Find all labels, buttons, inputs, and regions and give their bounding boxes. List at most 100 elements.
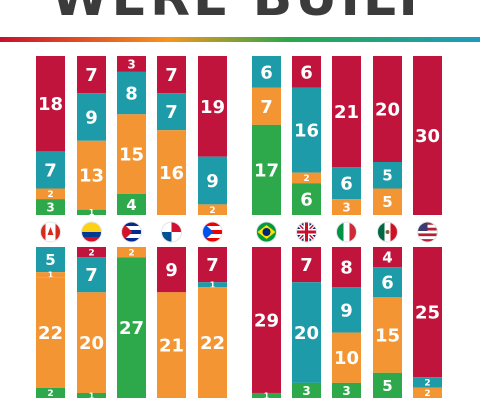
bar-segment [117,257,146,398]
puerto-rico-flag [202,221,223,243]
segment-value-label: 8 [340,258,353,279]
bar-column: 8 9 10 3 [332,247,361,398]
segment-value-label: 29 [254,310,279,331]
segment-value-label: 2 [424,379,430,389]
bar-segment [332,199,361,215]
bar-segment [36,247,65,273]
segment-value-label: 9 [165,260,178,281]
bar-segment [332,247,361,288]
segment-value-label: 16 [159,163,184,184]
segment-value-label: 5 [382,167,392,185]
segment-value-label: 2 [209,206,215,216]
bar-segment [36,277,65,388]
colombia-flag [81,221,102,243]
segment-value-label: 6 [300,62,313,83]
title: WERE BUILT [0,0,480,24]
bar-column: 25 22 [413,247,442,399]
bar-column: 9 21 [157,247,186,398]
segment-value-label: 7 [260,97,273,118]
bar-segment [373,188,402,215]
bar-segment [413,377,442,388]
segment-value-label: 5 [45,251,55,269]
bar-segment [292,87,321,173]
segment-value-label: 20 [375,99,400,120]
segment-value-label: 4 [126,196,136,214]
bar-segment [117,193,146,215]
bar-segment [373,162,402,189]
segment-value-label: 6 [381,273,394,294]
bar-segment [117,56,146,72]
bar-segment [157,93,186,131]
bar-segment [77,209,106,215]
segment-value-label: 9 [206,171,219,192]
segment-value-label: 3 [127,57,135,71]
bar-segment [36,387,65,398]
bar-segment [36,56,65,152]
bar-column: 2 7 20 1 [77,247,106,400]
segment-value-label: 18 [38,94,63,115]
bar-segment [117,114,146,194]
segment-value-label: 5 [382,193,392,211]
segment-value-label: 7 [44,160,57,181]
canada-flag [40,221,61,243]
segment-value-label: 3 [342,384,350,398]
segment-value-label: 15 [119,145,144,166]
bar-segment [77,93,106,141]
segment-value-label: 1 [210,281,216,290]
bar-segment [198,247,227,283]
segment-value-label: 2 [303,174,309,184]
usa-flag [417,221,438,243]
bar-column: 3 8 15 4 [117,56,146,215]
bar-segment [36,199,65,215]
italy-flag [336,221,357,243]
segment-value-label: 2 [47,190,53,200]
segment-value-label: 9 [340,300,353,321]
segment-value-label: 8 [125,84,138,105]
bar-segment [373,372,402,398]
segment-value-label: 16 [294,121,319,142]
bar-segment [77,392,106,398]
segment-value-label: 1 [89,391,95,400]
segment-value-label: 1 [48,271,54,280]
segment-value-label: 2 [88,248,94,258]
bar-segment [36,272,65,278]
segment-value-label: 6 [340,174,353,195]
bar-segment [77,56,106,94]
bar-segment [332,167,361,200]
segment-value-label: 21 [334,102,359,123]
segment-value-label: 19 [200,97,225,118]
bar-column: 7 9 13 1 [77,56,106,217]
bar-segment [77,257,106,293]
segment-value-label: 3 [302,384,310,398]
bar-segment [157,56,186,94]
bar-segment [373,267,402,298]
segment-value-label: 22 [200,333,225,354]
bar-segment [198,204,227,215]
segment-value-label: 2 [128,248,134,258]
bar-segment [77,292,106,393]
cuba-flag [121,221,142,243]
bar-column: 7 1 22 [198,247,227,398]
bar-segment [292,56,321,88]
bar-segment [292,172,321,184]
bar-column: 7 20 3 [292,247,321,398]
segment-value-label: 20 [79,333,104,354]
bar-column: 2 27 [117,247,146,398]
segment-value-label: 2 [424,389,430,399]
bar-segment [198,282,227,288]
brazil-flag [256,221,277,243]
segment-value-label: 7 [165,65,178,86]
bar-segment [413,387,442,398]
segment-value-label: 7 [85,65,98,86]
segment-value-label: 1 [89,208,95,217]
mexico-flag [377,221,398,243]
bar-column: 7 7 16 [157,56,186,215]
bar-segment [252,56,281,88]
bar-segment [252,87,281,125]
bar-segment [117,71,146,115]
